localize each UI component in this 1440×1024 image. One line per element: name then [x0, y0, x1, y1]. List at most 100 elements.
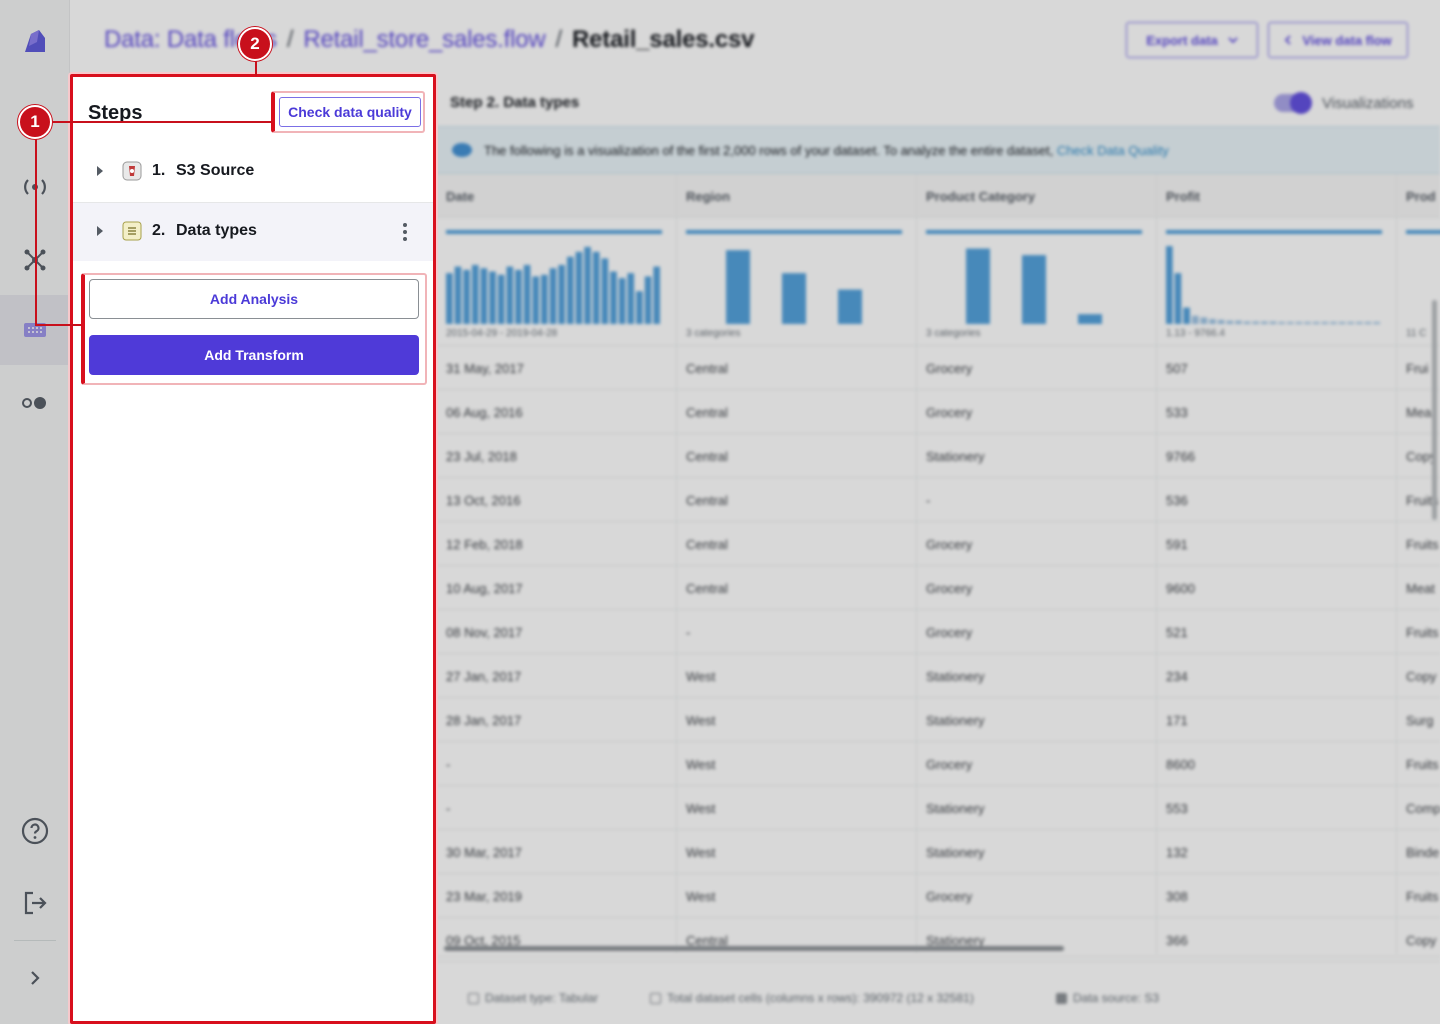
table-row[interactable]: 12 Feb, 2018 Central Grocery 591 Fruits [436, 522, 1440, 566]
data-table: Date Region Product Category Profit Prod 201… [436, 174, 1440, 962]
table-cell: Binde [1406, 845, 1440, 860]
step-label: S3 Source [176, 162, 255, 179]
table-cell: Fruits [1406, 757, 1439, 772]
column-divider[interactable] [1396, 174, 1397, 954]
table-cell: Grocery [926, 361, 973, 376]
table-cell: Copy [1406, 449, 1437, 464]
table-row[interactable]: - West Grocery 8600 Fruits [436, 742, 1440, 786]
viz-bar [610, 271, 617, 324]
step-item-s3-source[interactable]: 1. S3 Source [73, 143, 433, 201]
viz-bar [497, 274, 505, 324]
table-cell: 9600 [1166, 581, 1195, 596]
table-row[interactable]: 27 Jan, 2017 West Stationery 234 Copy [436, 654, 1440, 698]
data-wrangler-icon[interactable] [0, 295, 70, 365]
check-data-quality-button[interactable]: Check data quality [279, 97, 421, 127]
add-transform-button[interactable]: Add Transform [89, 335, 419, 375]
table-row[interactable]: 23 Mar, 2019 West Grocery 308 Fruits [436, 874, 1440, 918]
table-row[interactable]: 13 Oct, 2016 Central - 536 Fruits [436, 478, 1440, 522]
column-header[interactable]: Prod [1406, 189, 1436, 204]
viz-profit-column[interactable]: 1.13 - 9766.4 [1166, 230, 1382, 339]
viz-bar [1321, 322, 1329, 324]
viz-bar [575, 251, 583, 324]
info-banner: The following is a visualization of the … [436, 126, 1440, 174]
column-divider[interactable] [1156, 174, 1157, 954]
table-row[interactable]: 08 Nov, 2017 - Grocery 521 Fruits [436, 610, 1440, 654]
viz-label: 11 C [1406, 328, 1427, 339]
viz-bar [1235, 320, 1242, 324]
table-cell: West [686, 713, 716, 728]
dataset-footer: Dataset type: Tabular Total dataset cell… [436, 956, 1440, 1024]
help-icon[interactable] [0, 806, 70, 856]
step-item-data-types[interactable]: 2. Data types [73, 203, 433, 261]
table-row[interactable]: 23 Jul, 2018 Central Stationery 9766 Copy [436, 434, 1440, 478]
table-row[interactable]: 09 Oct, 2015 Central Stationery 366 Copy [436, 918, 1440, 962]
horizontal-scrollbar[interactable] [444, 946, 1064, 951]
viz-date-column[interactable]: 2015-04-29 - 2019-04-28 [446, 230, 662, 339]
caret-right-icon[interactable] [97, 226, 103, 236]
top-bar: Data: Data flows / Retail_store_sales.flow… [70, 0, 1440, 80]
table-row[interactable]: 28 Jan, 2017 West Stationery 171 Surg [436, 698, 1440, 742]
viz-prod-column[interactable]: 11 C [1406, 230, 1440, 339]
table-row[interactable]: 06 Aug, 2016 Central Grocery 533 Mea [436, 390, 1440, 434]
column-header[interactable]: Product Category [926, 189, 1036, 204]
table-cell: West [686, 845, 716, 860]
viz-bar [549, 268, 557, 324]
viz-valid-bar [926, 230, 1142, 234]
table-header-row: Date Region Product Category Profit Prod [436, 174, 1440, 218]
expand-chevron-icon[interactable] [0, 953, 70, 1003]
export-data-button[interactable]: Export data [1126, 22, 1258, 58]
viz-bar [782, 273, 806, 324]
table-row[interactable]: - West Stationery 553 Comp [436, 786, 1440, 830]
steps-title: Steps [88, 102, 143, 124]
table-cell: Mea [1406, 405, 1432, 420]
table-cell: 553 [1166, 801, 1188, 816]
app-logo-icon[interactable] [0, 17, 70, 67]
check-data-quality-link[interactable]: Check Data Quality [1056, 143, 1169, 158]
table-row[interactable]: 10 Aug, 2017 Central Grocery 9600 Meat [436, 566, 1440, 610]
caret-right-icon[interactable] [97, 166, 103, 176]
dataset-type-info: Dataset type: Tabular [468, 991, 598, 1005]
source-icon [1056, 992, 1067, 1004]
table-cell: Central [686, 493, 728, 508]
table-row[interactable]: 30 Mar, 2017 West Stationery 132 Binde [436, 830, 1440, 874]
column-divider[interactable] [916, 174, 917, 954]
breadcrumb-link-flow[interactable]: Retail_store_sales.flow [303, 26, 546, 53]
viz-category-chart [966, 248, 1102, 324]
table-cell: West [686, 801, 716, 816]
toggle-knob [1290, 92, 1312, 114]
viz-bar [1330, 322, 1337, 324]
table-cell: 12 Feb, 2018 [446, 537, 523, 552]
toggle-dots-icon[interactable] [0, 378, 70, 428]
add-analysis-button[interactable]: Add Analysis [89, 279, 419, 319]
data-source-info: Data source: S3 [1056, 991, 1159, 1005]
viz-bar [1304, 322, 1311, 324]
callout-1-line-vertical [35, 138, 37, 326]
callout-badge-2: 2 [238, 27, 272, 61]
viz-bar [1200, 317, 1208, 324]
table-cell: West [686, 669, 716, 684]
viz-category-column[interactable]: 3 categories [926, 230, 1142, 339]
viz-bar [1252, 321, 1260, 324]
column-divider[interactable] [676, 174, 677, 954]
viz-bar [1166, 246, 1173, 324]
more-options-icon[interactable] [403, 223, 407, 241]
total-cells-text: Total dataset cells (columns x rows): 39… [667, 991, 974, 1005]
column-header[interactable]: Region [686, 189, 731, 204]
viz-bar [1261, 321, 1268, 324]
table-cell: 23 Jul, 2018 [446, 449, 517, 464]
viz-bar [1278, 322, 1285, 324]
table-row[interactable]: 31 May, 2017 Central Grocery 507 Frui [436, 346, 1440, 390]
sign-out-icon[interactable] [0, 878, 70, 928]
vertical-scrollbar[interactable] [1432, 300, 1437, 520]
table-cell: 308 [1166, 889, 1188, 904]
visualizations-toggle[interactable] [1274, 92, 1312, 114]
grid-icon [650, 992, 661, 1004]
view-data-flow-button[interactable]: View data flow [1268, 22, 1408, 58]
table-cell: 06 Aug, 2016 [446, 405, 523, 420]
viz-region-column[interactable]: 3 categories [686, 230, 902, 339]
column-header[interactable]: Date [446, 189, 475, 204]
viz-bar [1078, 314, 1102, 324]
column-header[interactable]: Profit [1166, 189, 1200, 204]
viz-bar [463, 269, 470, 324]
